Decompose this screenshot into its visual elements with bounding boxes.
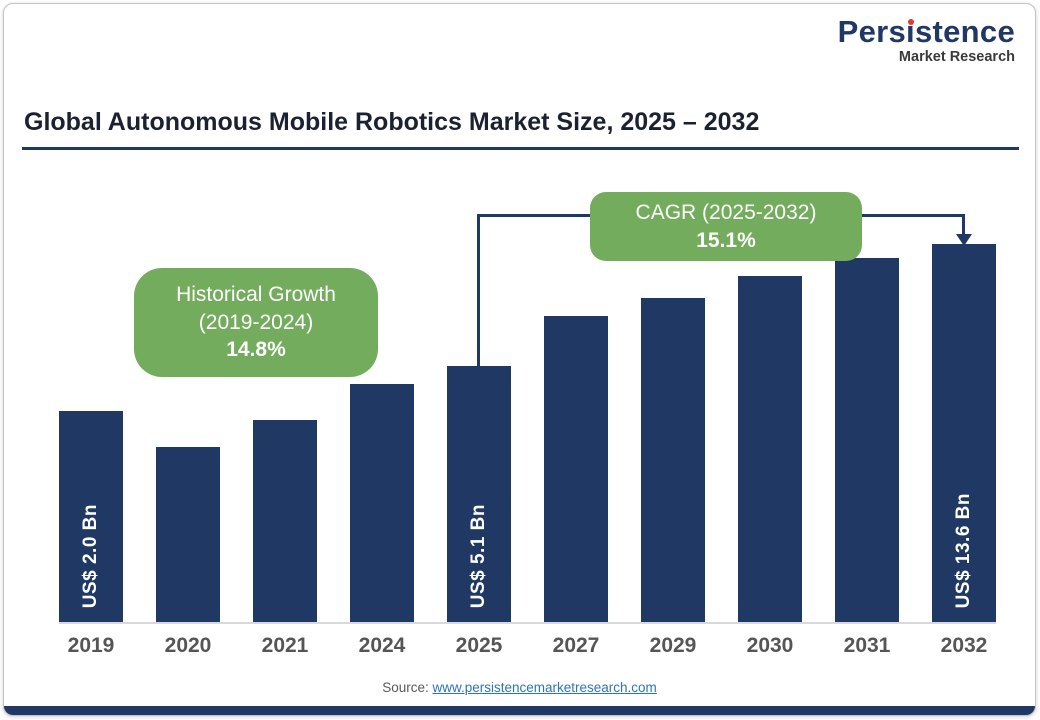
- bars: US$ 2.0 Bn US$ 5.1 Bn US$ 13.6 Bn: [59, 172, 996, 624]
- logo-dotless-i: ı: [906, 14, 915, 49]
- x-axis-label-2019: 2019: [67, 634, 115, 657]
- pmr-logo: Persı stence Market Research: [837, 14, 1015, 65]
- logo-red-dot-icon: [907, 19, 914, 25]
- logo-letter-i: ı: [906, 14, 915, 49]
- x-axis-label-2024: 2024: [358, 634, 406, 657]
- page-title: Global Autonomous Mobile Robotics Market…: [24, 108, 760, 136]
- bar-value-label: US$ 2.0 Bn: [80, 503, 101, 608]
- historical-growth-label-line2: (2019-2024): [198, 310, 314, 334]
- x-axis-labels: 2019 2020 2021 2024 2025 2027 2029 2030 2031 2032: [59, 634, 996, 658]
- x-axis-label-2021: 2021: [261, 634, 309, 657]
- logo-tagline: Market Research: [898, 48, 1015, 65]
- bar-2031: [835, 257, 899, 622]
- bar-2030: [738, 275, 802, 622]
- bar-2025: US$ 5.1 Bn: [447, 365, 511, 622]
- bar-2029: [641, 298, 705, 622]
- bar-value-label: US$ 13.6 Bn: [953, 492, 974, 608]
- x-axis-label-2025: 2025: [455, 634, 503, 657]
- cagr-value: 15.1%: [696, 228, 756, 252]
- arrow-down-icon: [956, 234, 972, 246]
- source-link[interactable]: www.persistencemarketresearch.com: [432, 680, 657, 695]
- x-axis-label-2030: 2030: [746, 634, 794, 657]
- bottom-accent-bar: [4, 706, 1035, 715]
- x-axis-label-2020: 2020: [164, 634, 212, 657]
- logo-wordmark: Persı stence: [837, 14, 1015, 49]
- cagr-label: CAGR (2025-2032): [635, 201, 817, 224]
- bar-value-label: US$ 5.1 Bn: [468, 503, 489, 608]
- chart-card: Persı stence Market Research Global Auton…: [3, 3, 1036, 716]
- x-axis-label-2029: 2029: [649, 634, 697, 657]
- cagr-bracket-left-line: [477, 214, 480, 367]
- bar-2020: [156, 446, 220, 622]
- bar-2032: US$ 13.6 Bn: [932, 244, 996, 622]
- x-axis-label-2032: 2032: [940, 634, 988, 657]
- logo-text-post: stence: [914, 14, 1015, 49]
- bar-2019: US$ 2.0 Bn: [59, 410, 123, 622]
- cagr-bracket-right-line: [962, 214, 965, 236]
- title-underline: [22, 147, 1019, 150]
- logo-text-pre: Pers: [837, 14, 907, 49]
- historical-growth-label-line1: Historical Growth: [176, 283, 336, 306]
- historical-growth-callout: Historical Growth (2019-2024) 14.8%: [134, 268, 378, 378]
- x-axis-label-2031: 2031: [843, 634, 891, 657]
- bar-2024: [350, 383, 414, 622]
- historical-growth-value: 14.8%: [226, 338, 286, 362]
- source-prefix: Source:: [382, 680, 433, 695]
- x-axis-label-2027: 2027: [552, 634, 600, 657]
- source-text: Source: www.persistencemarketresearch.co…: [4, 680, 1035, 695]
- bar-2021: [253, 419, 317, 622]
- bar-2027: [544, 316, 608, 622]
- cagr-callout: CAGR (2025-2032) 15.1%: [590, 192, 862, 262]
